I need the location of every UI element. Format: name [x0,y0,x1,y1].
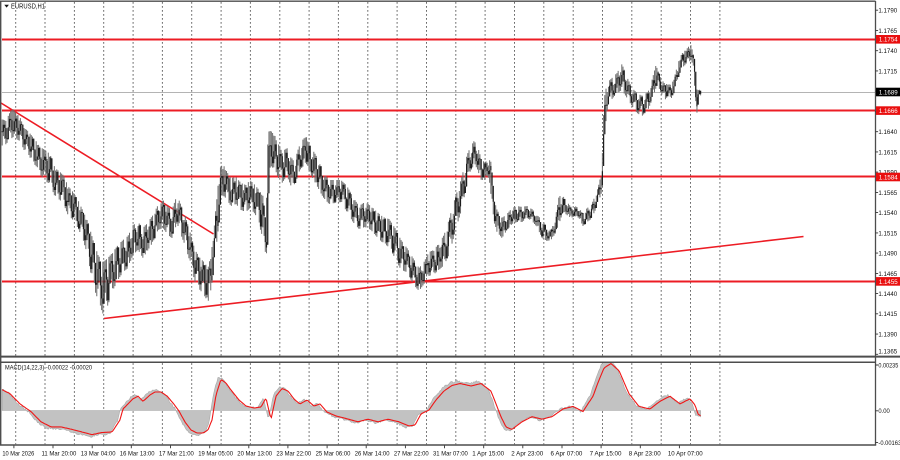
svg-text:2 Apr 23:00: 2 Apr 23:00 [511,450,543,457]
svg-text:1.1740: 1.1740 [878,48,897,55]
svg-text:25 Mar 06:00: 25 Mar 06:00 [316,450,351,457]
svg-text:8 Apr 23:00: 8 Apr 23:00 [629,450,661,457]
svg-text:27 Mar 22:00: 27 Mar 22:00 [394,450,429,457]
svg-text:-0.00163: -0.00163 [878,440,900,447]
svg-text:1.1715: 1.1715 [878,68,897,75]
svg-text:1.1689: 1.1689 [879,89,898,96]
svg-text:16 Mar 13:00: 16 Mar 13:00 [120,450,155,457]
svg-text:1.1365: 1.1365 [878,348,897,355]
svg-text:1.1455: 1.1455 [879,279,898,286]
svg-text:1.1440: 1.1440 [878,291,897,298]
svg-text:MACD(14,22,3) -0.00022 -0.0002: MACD(14,22,3) -0.00022 -0.00020 [5,365,92,372]
svg-text:1.1415: 1.1415 [878,311,897,318]
svg-text:19 Mar 05:00: 19 Mar 05:00 [198,450,233,457]
svg-text:1.1765: 1.1765 [878,28,897,35]
svg-text:1.1666: 1.1666 [879,108,898,115]
svg-text:10 Apr 07:00: 10 Apr 07:00 [668,450,703,457]
svg-text:1.1490: 1.1490 [878,251,897,258]
svg-text:17 Mar 21:00: 17 Mar 21:00 [159,450,194,457]
svg-text:0.00235: 0.00235 [878,362,898,369]
svg-text:6 Apr 07:00: 6 Apr 07:00 [551,450,583,457]
svg-text:1.1540: 1.1540 [878,210,897,217]
svg-text:1.1390: 1.1390 [878,332,897,339]
svg-text:1.1790: 1.1790 [878,8,897,15]
svg-text:1.1615: 1.1615 [878,149,897,156]
svg-text:1.1584: 1.1584 [879,174,898,181]
svg-text:1.1640: 1.1640 [878,129,897,136]
svg-text:1.1465: 1.1465 [878,271,897,278]
svg-text:26 Mar 14:00: 26 Mar 14:00 [355,450,390,457]
svg-text:20 Mar 13:00: 20 Mar 13:00 [237,450,272,457]
svg-text:23 Mar 22:00: 23 Mar 22:00 [276,450,311,457]
svg-text:11 Mar 20:00: 11 Mar 20:00 [42,450,77,457]
svg-text:EURUSD,H1: EURUSD,H1 [11,4,45,11]
svg-text:13 Mar 04:00: 13 Mar 04:00 [81,450,116,457]
svg-text:1 Apr 15:00: 1 Apr 15:00 [472,450,504,457]
svg-text:1.1565: 1.1565 [878,190,897,197]
svg-text:10 Mar 2026: 10 Mar 2026 [2,450,34,457]
svg-text:1.1754: 1.1754 [879,37,898,44]
svg-text:7 Apr 15:00: 7 Apr 15:00 [590,450,622,457]
svg-text:1.1515: 1.1515 [878,230,897,237]
svg-text:31 Mar 07:00: 31 Mar 07:00 [433,450,468,457]
svg-text:0.00: 0.00 [878,408,890,415]
